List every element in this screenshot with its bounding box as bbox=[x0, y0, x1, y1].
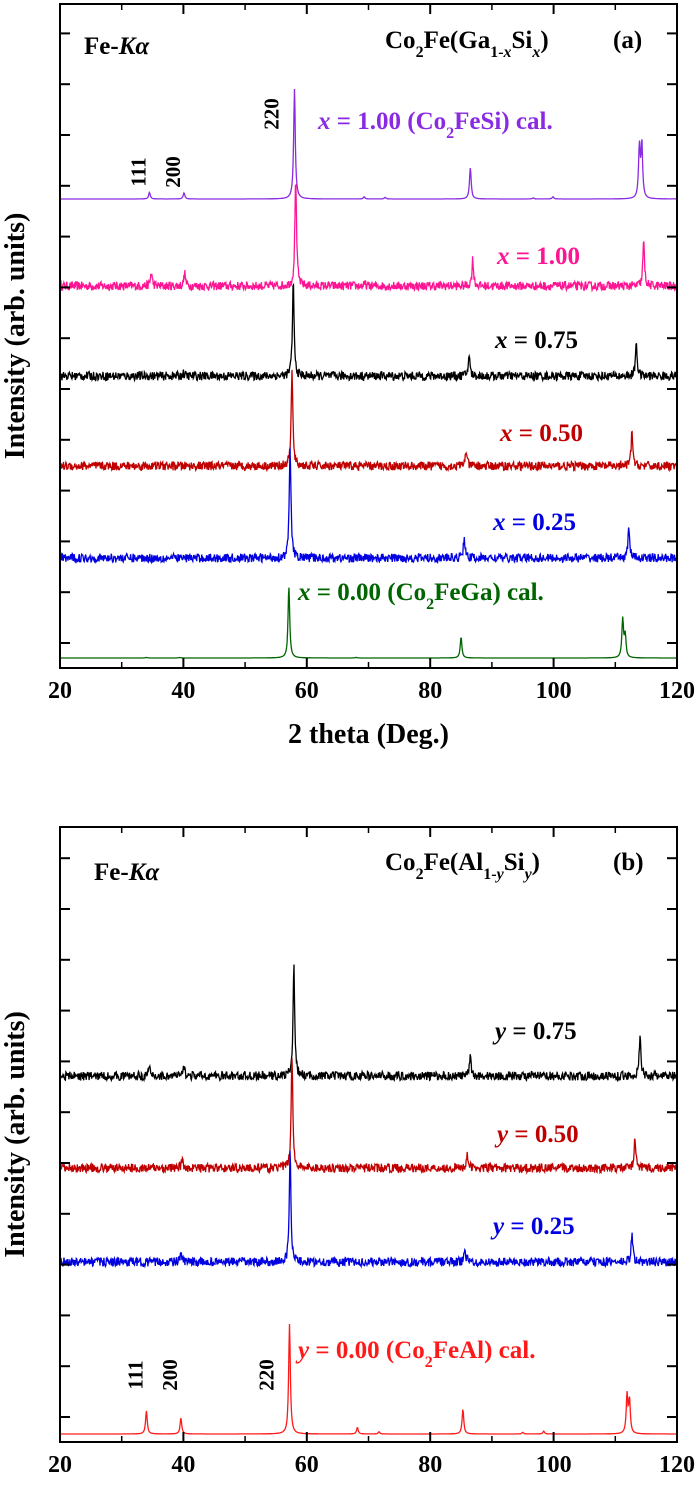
x-tick-label: 60 bbox=[295, 1452, 319, 1478]
series-label-2: y = 0.50 bbox=[494, 1121, 579, 1148]
series-label-2: x = 1.00 bbox=[496, 243, 580, 270]
y-axis-title: Intensity (arb. units) bbox=[0, 1011, 31, 1258]
trace-1 bbox=[60, 88, 677, 200]
trace-2 bbox=[60, 183, 677, 293]
y-axis-title: Intensity (arb. units) bbox=[0, 213, 31, 460]
y-ticks bbox=[60, 32, 677, 644]
plot-frame bbox=[59, 3, 678, 669]
series-label-5: x = 0.25 bbox=[492, 509, 576, 536]
x-tick-label: 60 bbox=[295, 678, 319, 704]
trace-3 bbox=[60, 282, 677, 383]
series-label-3: x = 0.75 bbox=[494, 327, 578, 354]
trace-6 bbox=[60, 587, 677, 659]
panel-b: y = 0.75 y = 0.50 y = 0.25 y = 0.00 (Co2FeA… bbox=[0, 826, 695, 1478]
series-label-4: x = 0.50 bbox=[499, 420, 583, 447]
compound-title: Co2Fe(Al1-ySiy) bbox=[385, 849, 540, 883]
x-ticks: 20 40 60 80 100 120 bbox=[48, 827, 695, 1478]
panel-label: (b) bbox=[613, 849, 644, 876]
x-tick-label: 120 bbox=[659, 678, 695, 704]
x-tick-label: 100 bbox=[536, 1452, 572, 1478]
y-ticks bbox=[60, 857, 677, 1418]
peak-label-111: 111 bbox=[123, 1360, 147, 1389]
peak-label-220: 220 bbox=[259, 98, 283, 130]
trace-2 bbox=[60, 1058, 677, 1175]
series-label-4: y = 0.00 (Co2FeAl) cal. bbox=[295, 1337, 535, 1371]
peak-label-200: 200 bbox=[158, 1359, 182, 1391]
trace-4 bbox=[60, 369, 677, 473]
x-tick-label: 40 bbox=[171, 678, 195, 704]
x-tick-label: 80 bbox=[418, 678, 442, 704]
trace-4 bbox=[60, 1323, 677, 1435]
series-label-6: x = 0.00 (Co2FeGa) cal. bbox=[297, 579, 544, 613]
x-ticks: 20 40 60 80 100 120 bbox=[48, 4, 695, 704]
series-label-1: x = 1.00 (Co2FeSi) cal. bbox=[317, 108, 553, 142]
peak-label-200: 200 bbox=[161, 156, 185, 188]
trace-5 bbox=[60, 447, 677, 565]
radiation-label: Fe-Kα bbox=[94, 859, 160, 886]
peak-label-111: 111 bbox=[126, 157, 150, 186]
peak-label-220: 220 bbox=[255, 1359, 279, 1391]
radiation-label: Fe-Kα bbox=[84, 33, 150, 60]
x-tick-label: 40 bbox=[171, 1452, 195, 1478]
x-tick-label: 100 bbox=[536, 678, 572, 704]
panel-label: (a) bbox=[613, 27, 642, 54]
x-tick-label: 80 bbox=[418, 1452, 442, 1478]
x-tick-label: 20 bbox=[48, 678, 72, 704]
compound-title: Co2Fe(Ga1-xSix) bbox=[385, 27, 549, 61]
panel-a: x = 1.00 (Co2FeSi) cal. x = 1.00 x = 0.75 x… bbox=[0, 3, 695, 750]
series-label-3: y = 0.25 bbox=[490, 1213, 575, 1240]
x-tick-label: 120 bbox=[659, 1452, 695, 1478]
series-label-1: y = 0.75 bbox=[492, 1018, 577, 1045]
trace-1 bbox=[60, 964, 677, 1083]
trace-3 bbox=[60, 1150, 677, 1269]
x-axis-title: 2 theta (Deg.) bbox=[288, 719, 449, 750]
x-tick-label: 20 bbox=[48, 1452, 72, 1478]
